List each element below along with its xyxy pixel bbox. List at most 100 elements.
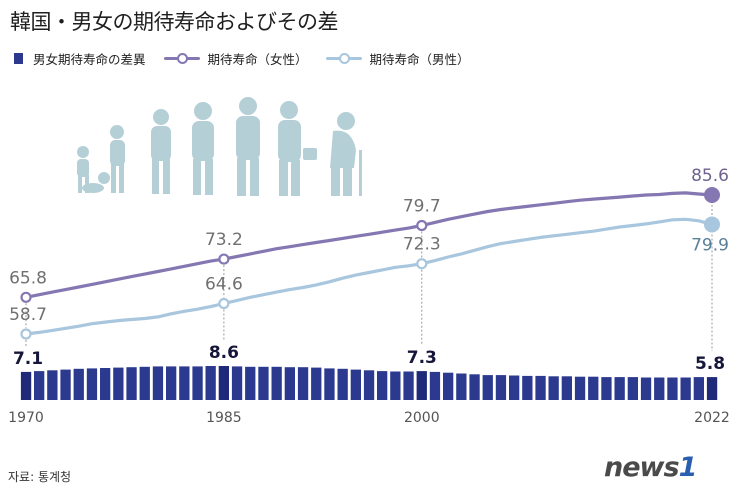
bar-gap-2013 [588,376,599,400]
line-female-marker-2022 [704,187,720,203]
bar-gap-2011 [561,376,572,400]
x-tick-2022: 2022 [694,410,730,426]
line-male-marker-2022 [704,216,720,233]
bar-gap-1983 [192,366,203,400]
bar-gap-1995 [350,369,361,400]
bar-gap-1982 [179,366,190,400]
bar-gap-2003 [456,373,467,400]
legend-label-female: 期待寿命（女性） [207,51,308,67]
bar-gap-1979 [139,366,150,400]
bar-gap-2020 [680,377,691,400]
bar-gap-1971 [34,371,45,400]
figure-teen [151,109,171,194]
legend-item-gap: 男女期待寿命の差異 [14,49,146,68]
bar-gap-2014 [601,377,612,400]
bar-gap-1976 [100,368,111,400]
figure-young-adult [192,102,214,195]
bar-gap-1990 [284,367,295,400]
legend-item-male: 期待寿命（男性） [325,49,470,68]
legend-label-male: 期待寿命（男性） [369,51,470,67]
line-male-marker-2000 [416,258,428,270]
bar-gap-1998 [390,371,401,400]
label-gap-2000: 7.3 [407,348,437,368]
label-male-2000: 72.3 [403,235,441,255]
legend-swatch-male [325,52,362,64]
legend-swatch-gap [14,52,23,64]
x-axis-ticks: 1970 1985 2000 2022 [8,410,730,426]
bar-gap-1984 [205,366,216,400]
line-female-marker-1970 [20,291,32,303]
bar-gap-2022 [706,377,718,400]
label-gap-1985: 8.6 [209,343,239,363]
bar-gap-2017 [640,377,652,400]
bar-gap-1985 [218,366,229,400]
bar-gap-1973 [60,369,71,400]
bar-gap-2018 [654,377,665,400]
data-labels: 65.8 73.2 79.7 85.6 58.7 64.6 72.3 79.9 7.1 8.6 7.… [9,166,729,374]
bar-gap-2009 [535,375,546,400]
logo-text: news [604,452,680,483]
bar-gap-1980 [152,366,164,400]
chart-title: 韓国・男女の期待寿命およびその差 [10,10,339,34]
bar-gap-1988 [258,366,269,400]
bar-gap-2002 [443,372,454,400]
bar-gap-1970 [20,371,32,400]
bar-gap-1974 [73,368,84,400]
label-female-2022: 85.6 [691,166,729,186]
life-stage-illustration [77,97,362,196]
bar-gap-2006 [495,375,507,400]
bar-gap-2016 [627,377,638,400]
bar-gap-1977 [113,367,124,400]
bar-gap-1992 [311,367,322,400]
x-tick-1985: 1985 [206,410,242,426]
bar-gap-1996 [363,370,375,400]
label-gap-2022: 5.8 [695,354,725,374]
bar-gap-1989 [271,366,282,400]
bar-gap-2010 [548,376,559,400]
x-tick-2000: 2000 [404,410,440,426]
bar-gap-2001 [429,371,441,400]
bar-gap-2021 [693,377,704,400]
bar-gap-2015 [614,377,625,400]
figure-elder [330,112,362,196]
line-female [24,191,714,299]
label-male-2022: 79.9 [691,236,729,256]
figure-adult [236,97,260,196]
logo-mark: 1 [678,452,698,483]
bar-gap-2019 [667,377,678,400]
label-gap-1970: 7.1 [13,349,43,369]
label-female-1970: 65.8 [9,268,47,288]
source-note: 자료: 통계청 [8,470,72,484]
bar-gap-1978 [126,367,137,400]
bar-gap-1986 [231,366,243,400]
bars-gap [20,366,718,400]
bar-gap-2005 [482,375,493,400]
figure-middle-aged [278,101,317,196]
legend-item-female: 期待寿命（女性） [163,49,308,68]
label-male-1985: 64.6 [205,275,243,295]
news1-logo: news1 [604,452,698,483]
bar-gap-2012 [574,376,586,400]
bar-gap-1993 [324,368,335,400]
bar-gap-2007 [509,375,520,400]
bar-gap-1981 [166,366,177,400]
line-male-marker-1985 [218,297,230,310]
figure-toddler [77,146,89,193]
bar-gap-1991 [297,367,309,400]
line-male-marker-1970 [20,328,32,340]
label-female-2000: 79.7 [403,197,441,217]
legend-label-gap: 男女期待寿命の差異 [33,51,146,67]
bar-gap-1994 [337,368,348,400]
bar-gap-1975 [86,368,98,400]
bar-gap-1997 [377,371,388,400]
line-female-marker-1985 [218,253,230,265]
bar-gap-2004 [469,374,480,400]
line-male [24,217,714,336]
label-female-1985: 73.2 [205,230,243,250]
bar-gap-1987 [245,366,256,400]
legend-swatch-female [163,52,200,64]
bar-gap-2000 [416,371,427,400]
bar-gap-1972 [47,370,58,400]
bar-gap-1999 [403,371,414,400]
